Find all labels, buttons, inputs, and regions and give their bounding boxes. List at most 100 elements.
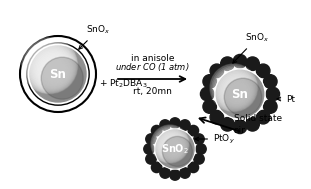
Circle shape: [41, 57, 67, 83]
Text: PtO$_y$: PtO$_y$: [195, 132, 235, 146]
Circle shape: [228, 82, 247, 101]
Circle shape: [30, 46, 73, 89]
Circle shape: [29, 45, 74, 90]
Text: Solid state: Solid state: [234, 114, 282, 123]
Circle shape: [223, 77, 250, 105]
Circle shape: [263, 100, 277, 113]
Circle shape: [221, 75, 251, 105]
Circle shape: [188, 125, 199, 136]
Text: SnO$_x$: SnO$_x$: [233, 32, 269, 63]
Circle shape: [246, 118, 259, 131]
Text: Sn: Sn: [232, 88, 248, 101]
Circle shape: [43, 59, 67, 83]
Circle shape: [151, 125, 162, 136]
Text: + Pt$_2$DBA$_3$: + Pt$_2$DBA$_3$: [99, 78, 147, 90]
Circle shape: [194, 154, 204, 164]
Circle shape: [160, 168, 170, 178]
Circle shape: [145, 119, 205, 179]
Circle shape: [202, 56, 278, 132]
Circle shape: [203, 75, 216, 88]
Circle shape: [162, 136, 193, 166]
Circle shape: [194, 134, 204, 144]
Circle shape: [266, 87, 280, 101]
Circle shape: [31, 47, 72, 88]
Circle shape: [25, 41, 91, 107]
Circle shape: [180, 168, 190, 178]
Circle shape: [162, 136, 183, 157]
Circle shape: [246, 57, 259, 70]
Circle shape: [26, 42, 75, 91]
Circle shape: [257, 64, 270, 77]
Circle shape: [213, 67, 256, 110]
Circle shape: [224, 78, 262, 116]
Circle shape: [257, 110, 270, 124]
Text: SnO$_x$: SnO$_x$: [79, 23, 110, 49]
Circle shape: [221, 118, 234, 131]
Circle shape: [33, 49, 72, 88]
Circle shape: [166, 140, 181, 155]
Circle shape: [217, 71, 253, 108]
Circle shape: [41, 57, 83, 99]
Circle shape: [156, 130, 194, 168]
Circle shape: [34, 50, 71, 87]
Circle shape: [233, 54, 247, 68]
Circle shape: [227, 81, 248, 102]
Text: Sn: Sn: [49, 67, 67, 81]
Circle shape: [161, 135, 183, 157]
Circle shape: [37, 53, 70, 86]
Circle shape: [153, 127, 188, 162]
Circle shape: [40, 56, 68, 84]
Text: SnO$_2$: SnO$_2$: [161, 142, 189, 156]
Circle shape: [158, 132, 185, 159]
Circle shape: [146, 134, 156, 144]
Circle shape: [160, 134, 184, 158]
Circle shape: [225, 79, 249, 103]
Circle shape: [155, 129, 195, 169]
Circle shape: [38, 54, 69, 85]
Text: Pt: Pt: [277, 94, 295, 104]
Circle shape: [180, 120, 190, 130]
Circle shape: [30, 46, 86, 102]
Circle shape: [35, 52, 70, 86]
Circle shape: [151, 125, 189, 163]
Circle shape: [44, 60, 66, 82]
Circle shape: [47, 63, 64, 81]
Circle shape: [45, 61, 65, 81]
Circle shape: [211, 65, 257, 111]
Circle shape: [233, 120, 247, 134]
Circle shape: [141, 115, 209, 183]
Circle shape: [154, 128, 187, 161]
Circle shape: [170, 118, 180, 128]
Circle shape: [263, 75, 277, 88]
Circle shape: [224, 78, 250, 104]
Circle shape: [218, 72, 253, 107]
Circle shape: [159, 133, 185, 159]
Text: air: air: [234, 126, 245, 135]
Circle shape: [160, 120, 170, 130]
Circle shape: [220, 74, 252, 106]
Circle shape: [210, 64, 258, 112]
Circle shape: [201, 87, 214, 101]
Circle shape: [157, 131, 186, 160]
Circle shape: [210, 64, 224, 77]
Text: rt, 20mn: rt, 20mn: [133, 87, 172, 96]
Circle shape: [196, 144, 206, 154]
Circle shape: [144, 144, 154, 154]
Circle shape: [221, 57, 234, 70]
Circle shape: [21, 38, 78, 94]
Circle shape: [165, 139, 182, 156]
Circle shape: [163, 137, 182, 156]
Circle shape: [23, 39, 77, 93]
Circle shape: [188, 162, 199, 173]
Circle shape: [20, 36, 96, 112]
Circle shape: [203, 100, 216, 113]
Circle shape: [27, 43, 75, 91]
Circle shape: [215, 69, 265, 119]
Circle shape: [24, 40, 76, 92]
Circle shape: [216, 70, 254, 108]
Circle shape: [156, 129, 187, 160]
Text: in anisole: in anisole: [131, 54, 174, 63]
Circle shape: [214, 68, 255, 109]
Circle shape: [152, 126, 188, 162]
Circle shape: [210, 110, 224, 124]
